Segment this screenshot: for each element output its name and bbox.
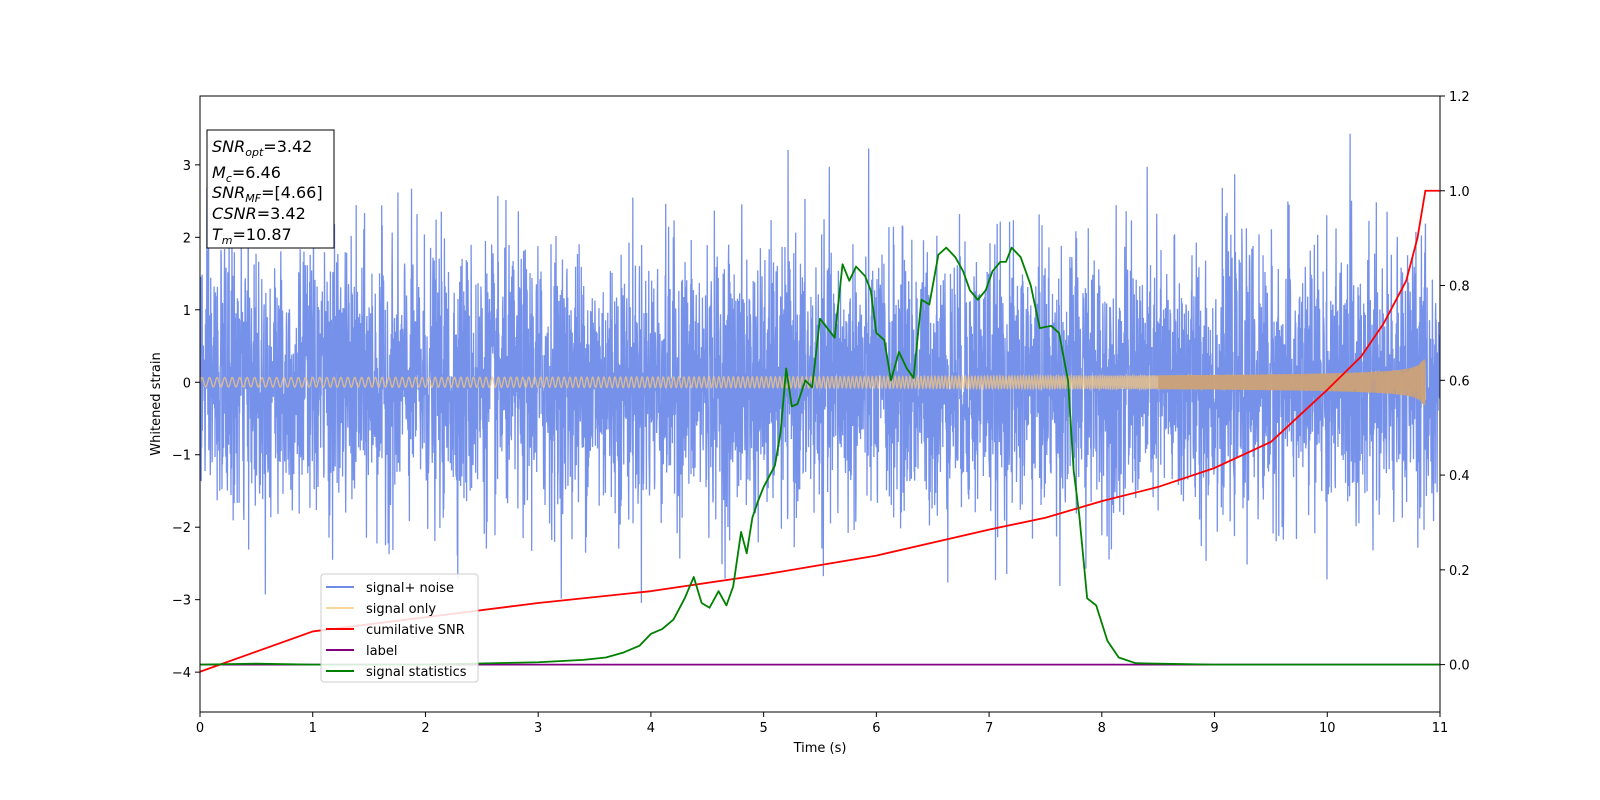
series-cumulative-snr [200, 189, 1440, 673]
series-signal-statistics [200, 246, 1440, 666]
y-right-tick-label: 1.2 [1449, 90, 1470, 105]
legend-label: signal only [366, 602, 436, 617]
legend-label: label [366, 644, 397, 659]
y-axis-label: Whitened strain [149, 352, 164, 455]
info-mc: Mc=6.46 [212, 163, 281, 185]
x-tick-label: 2 [421, 721, 429, 736]
y-left-tick-label: −3 [172, 594, 191, 609]
y-left-tick-label: 3 [183, 159, 191, 174]
legend-frame [320, 573, 479, 683]
legend-label: signal statistics [366, 665, 467, 680]
y-left-tick-label: −4 [172, 666, 191, 681]
info-tm: Tm=10.87 [212, 225, 292, 247]
signal-statistics-line [200, 246, 1440, 666]
x-tick-label: 3 [534, 721, 542, 736]
info-box: SNRopt=3.42 Mc=6.46 SNRMF=[4.66] CSNR=3.… [206, 129, 335, 249]
plot-frame [199, 95, 1441, 713]
x-tick-label: 11 [1432, 721, 1449, 736]
legend-label: signal+ noise [366, 581, 454, 596]
y-right-tick-label: 0.6 [1449, 374, 1470, 389]
y-left-tick-label: 1 [183, 304, 191, 319]
x-tick-label: 10 [1319, 721, 1336, 736]
x-tick-label: 1 [309, 721, 317, 736]
x-tick-label: 9 [1210, 721, 1218, 736]
y-right-tick-label: 1.0 [1449, 185, 1470, 200]
info-snr-mf: SNRMF=[4.66] [212, 183, 323, 205]
info-csnr: CSNR=3.42 [212, 204, 306, 223]
x-tick-label: 5 [759, 721, 767, 736]
y-left-tick-label: 2 [183, 231, 191, 246]
y-left-tick-label: 0 [183, 376, 191, 391]
x-tick-label: 6 [872, 721, 880, 736]
y-right-tick-label: 0.8 [1449, 280, 1470, 295]
y-left-tick-label: −1 [172, 449, 191, 464]
y-right-tick-label: 0.2 [1449, 564, 1470, 579]
info-snr-opt: SNRopt=3.42 [212, 137, 312, 159]
cumilative-snr-line [200, 189, 1440, 673]
x-tick-label: 4 [647, 721, 655, 736]
y-axis-right: 1.2 1.0 0.8 0.6 0.4 0.2 0.0 [1440, 90, 1470, 674]
y-left-tick-label: −2 [172, 521, 191, 536]
series-signal-plus-noise [200, 133, 1440, 603]
x-tick-label: 8 [1098, 721, 1106, 736]
x-tick-label: 7 [985, 721, 993, 736]
x-tick-label: 0 [196, 721, 204, 736]
y-right-tick-label: 0.4 [1449, 469, 1470, 484]
info-box-frame [206, 129, 335, 249]
y-axis-left: 3 2 1 0 −1 −2 −3 −4 [172, 159, 200, 681]
legend-label: cumilative SNR [366, 623, 465, 638]
legend: signal+ noise signal only cumilative SNR la… [320, 573, 479, 683]
y-right-tick-label: 0.0 [1449, 659, 1470, 674]
noise-line [200, 133, 1440, 603]
chirp-envelope [1158, 359, 1426, 406]
x-axis: 0 1 2 3 4 5 6 7 8 9 10 11 [196, 712, 1448, 736]
x-axis-label: Time (s) [793, 741, 847, 756]
